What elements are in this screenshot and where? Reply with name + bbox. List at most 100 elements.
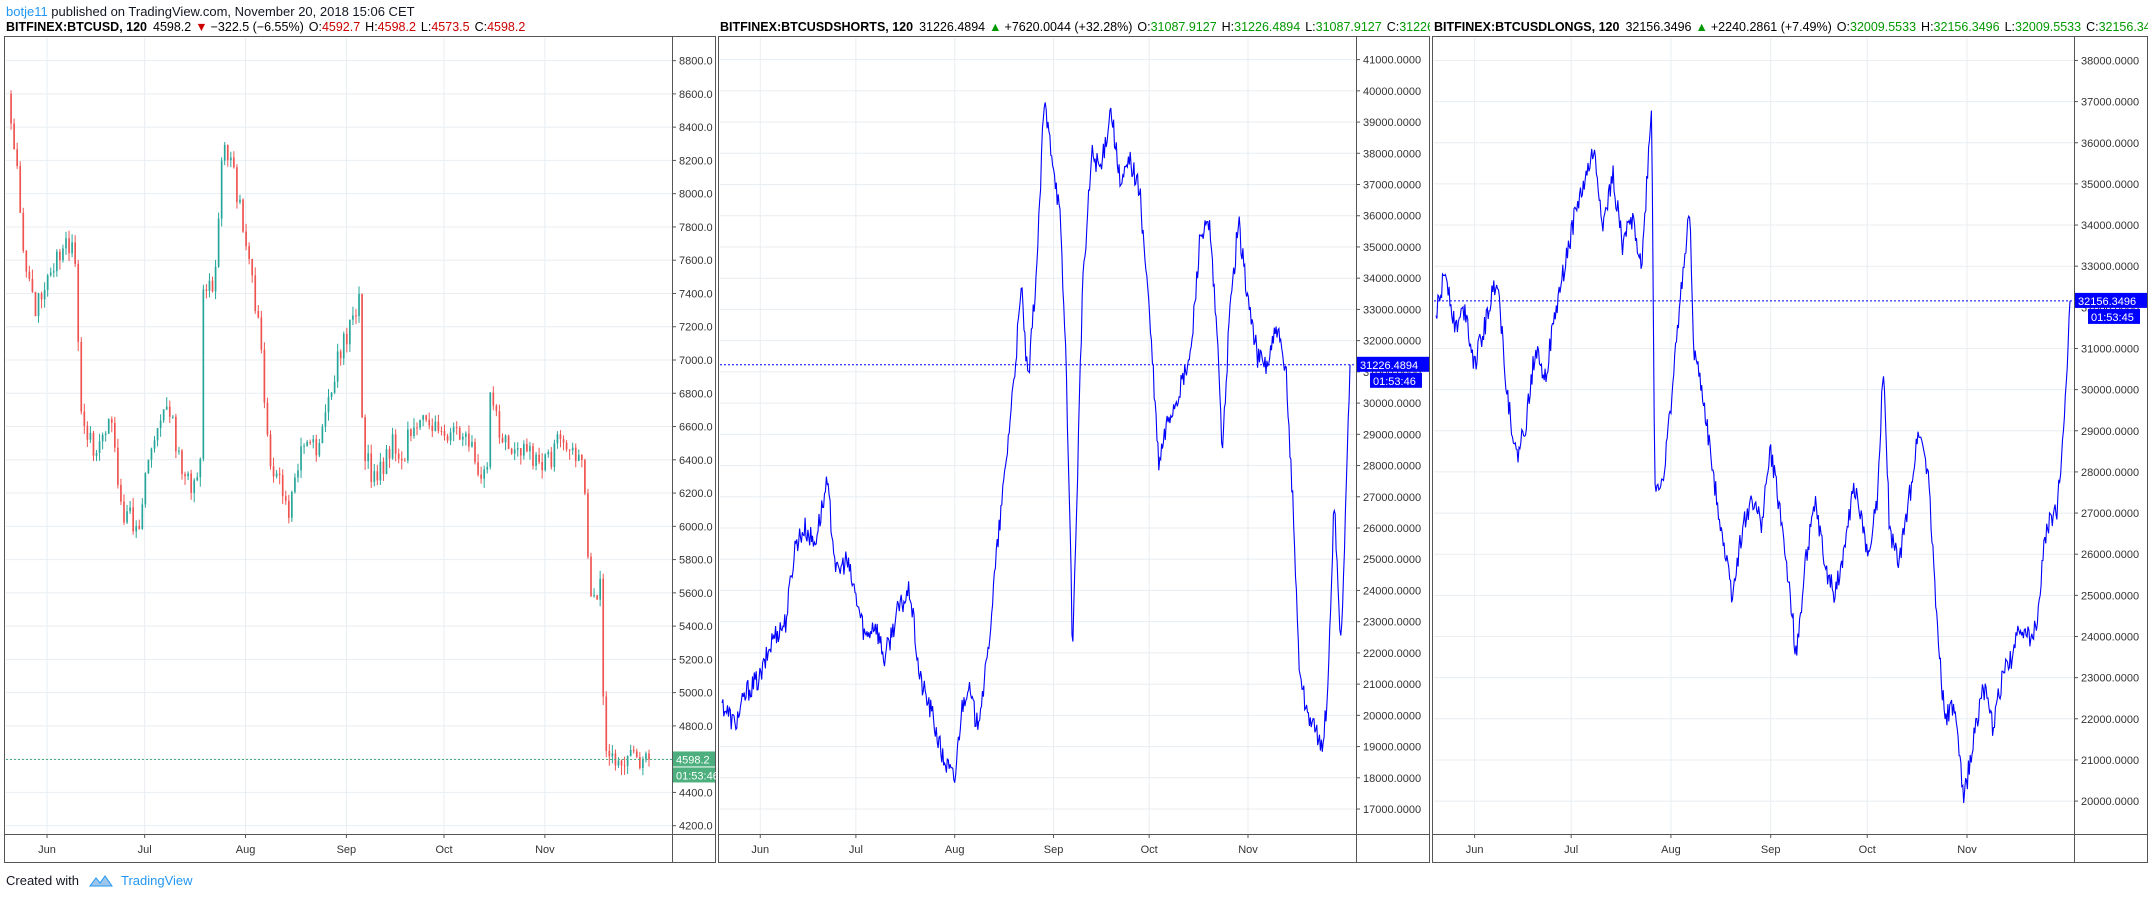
time-badge-label: 01:53:46: [1373, 376, 1416, 388]
candle-body: [120, 484, 122, 502]
y-tick-label: 5600.0: [679, 588, 713, 600]
time-badge-label: 01:53:45: [2091, 312, 2134, 324]
candle-body: [55, 251, 58, 272]
y-tick-label: 7600.0: [679, 255, 713, 267]
change-value: −322.5 (−6.55%): [211, 20, 304, 34]
candle-body: [239, 199, 241, 203]
candle-body: [587, 493, 589, 557]
candle-body: [123, 501, 125, 523]
candle-body: [581, 454, 583, 461]
candle-body: [190, 473, 192, 493]
candle-body: [181, 450, 183, 475]
candle-body: [217, 218, 220, 267]
ohlc-key: O:: [309, 20, 322, 34]
candle-body: [480, 474, 482, 479]
candle-body: [648, 753, 650, 760]
candle-body: [28, 271, 31, 279]
candle-body: [83, 411, 86, 426]
ohlc-key: H:: [1921, 20, 1934, 34]
candle-body: [342, 333, 345, 359]
chart-series: [1435, 110, 2071, 804]
candle-body: [199, 458, 202, 478]
candle-body: [25, 250, 28, 272]
x-tick-label: Nov: [1957, 844, 1977, 856]
candle-body: [297, 470, 299, 478]
candle-body: [605, 696, 608, 751]
last-price: 31226.4894: [919, 20, 985, 34]
candle-body: [257, 310, 260, 318]
ohlc-value: 31087.9127: [1151, 20, 1217, 34]
candle-body: [236, 167, 238, 203]
candle-body: [526, 444, 528, 452]
arrow-up-icon: ▲: [1695, 20, 1707, 34]
candle-body: [623, 765, 626, 767]
y-tick-label: 38000.0000: [2081, 55, 2139, 67]
publish-info: published on TradingView.com, November 2…: [47, 4, 415, 19]
x-tick-label: Jul: [138, 844, 152, 856]
candle-body: [135, 526, 138, 532]
ohlc-value: 32156.3496: [1934, 20, 2000, 34]
x-tick-label: Jun: [38, 844, 56, 856]
candle-body: [562, 439, 565, 443]
candle-body: [443, 431, 446, 436]
y-tick-label: 37000.0000: [1363, 180, 1421, 192]
candle-body: [153, 440, 156, 449]
candle-body: [629, 749, 632, 757]
candle-body: [516, 448, 519, 450]
y-tick-label: 21000.0000: [2081, 755, 2139, 767]
author-link[interactable]: botje11: [6, 4, 48, 19]
candle-body: [178, 450, 180, 452]
candle-body: [370, 453, 373, 483]
candle-body: [632, 749, 635, 752]
chart-panel-btcusdlongs[interactable]: BITFINEX:BTCUSDLONGS, 120 32156.3496 ▲ +224…: [1432, 16, 2148, 866]
candle-body: [599, 578, 602, 600]
y-tick-label: 26000.0000: [1363, 523, 1421, 535]
candle-body: [483, 469, 486, 479]
created-with-label: Created with: [6, 873, 79, 888]
candle-body: [71, 242, 73, 254]
y-tick-label: 5400.0: [679, 621, 713, 633]
candle-body: [49, 272, 52, 276]
candle-body: [214, 266, 217, 292]
time-badge-label: 01:53:46: [676, 770, 716, 782]
arrow-down-icon: ▼: [195, 20, 207, 34]
candle-body: [248, 246, 250, 260]
candle-body: [513, 449, 516, 454]
candle-body: [229, 157, 232, 161]
candle-body: [226, 144, 229, 161]
y-tick-label: 22000.0000: [1363, 648, 1421, 660]
y-tick-label: 33000.0000: [2081, 261, 2139, 273]
y-tick-label: 17000.0000: [1363, 804, 1421, 816]
candle-body: [529, 446, 531, 452]
y-tick-label: 20000.0000: [2081, 796, 2139, 808]
candle-body: [165, 406, 168, 410]
candle-body: [608, 750, 611, 757]
candle-body: [376, 471, 379, 481]
price-badge-label: 4598.2: [676, 754, 710, 766]
ohlc-value: 4573.5: [431, 20, 469, 34]
candle-body: [397, 453, 400, 459]
candle-body: [175, 416, 177, 452]
candle-body: [437, 421, 440, 431]
chart-panel-btcusd[interactable]: BITFINEX:BTCUSD, 120 4598.2 ▼ −322.5 (−6.55…: [4, 16, 716, 866]
candle-body: [391, 434, 394, 459]
candle-body: [519, 448, 522, 456]
y-tick-label: 18000.0000: [1363, 773, 1421, 785]
chart-panel-btcusdshorts[interactable]: BITFINEX:BTCUSDSHORTS, 120 31226.4894 ▲ +76…: [718, 16, 1430, 866]
price-badge: [2075, 292, 2147, 308]
candle-body: [275, 473, 278, 477]
x-tick-label: Sep: [337, 844, 357, 856]
candle-body: [468, 433, 470, 447]
tradingview-link[interactable]: TradingView: [120, 873, 193, 888]
candle-body: [349, 319, 351, 345]
ohlc-key: L:: [1305, 20, 1315, 34]
y-tick-label: 5200.0: [679, 654, 713, 666]
y-tick-label: 34000.0000: [1363, 273, 1421, 285]
y-tick-label: 36000.0000: [1363, 211, 1421, 223]
candle-body: [74, 242, 76, 264]
candle-body: [294, 477, 296, 493]
candle-body: [385, 449, 388, 474]
y-tick-label: 25000.0000: [1363, 554, 1421, 566]
candle-body: [287, 500, 290, 518]
candle-body: [626, 756, 629, 766]
